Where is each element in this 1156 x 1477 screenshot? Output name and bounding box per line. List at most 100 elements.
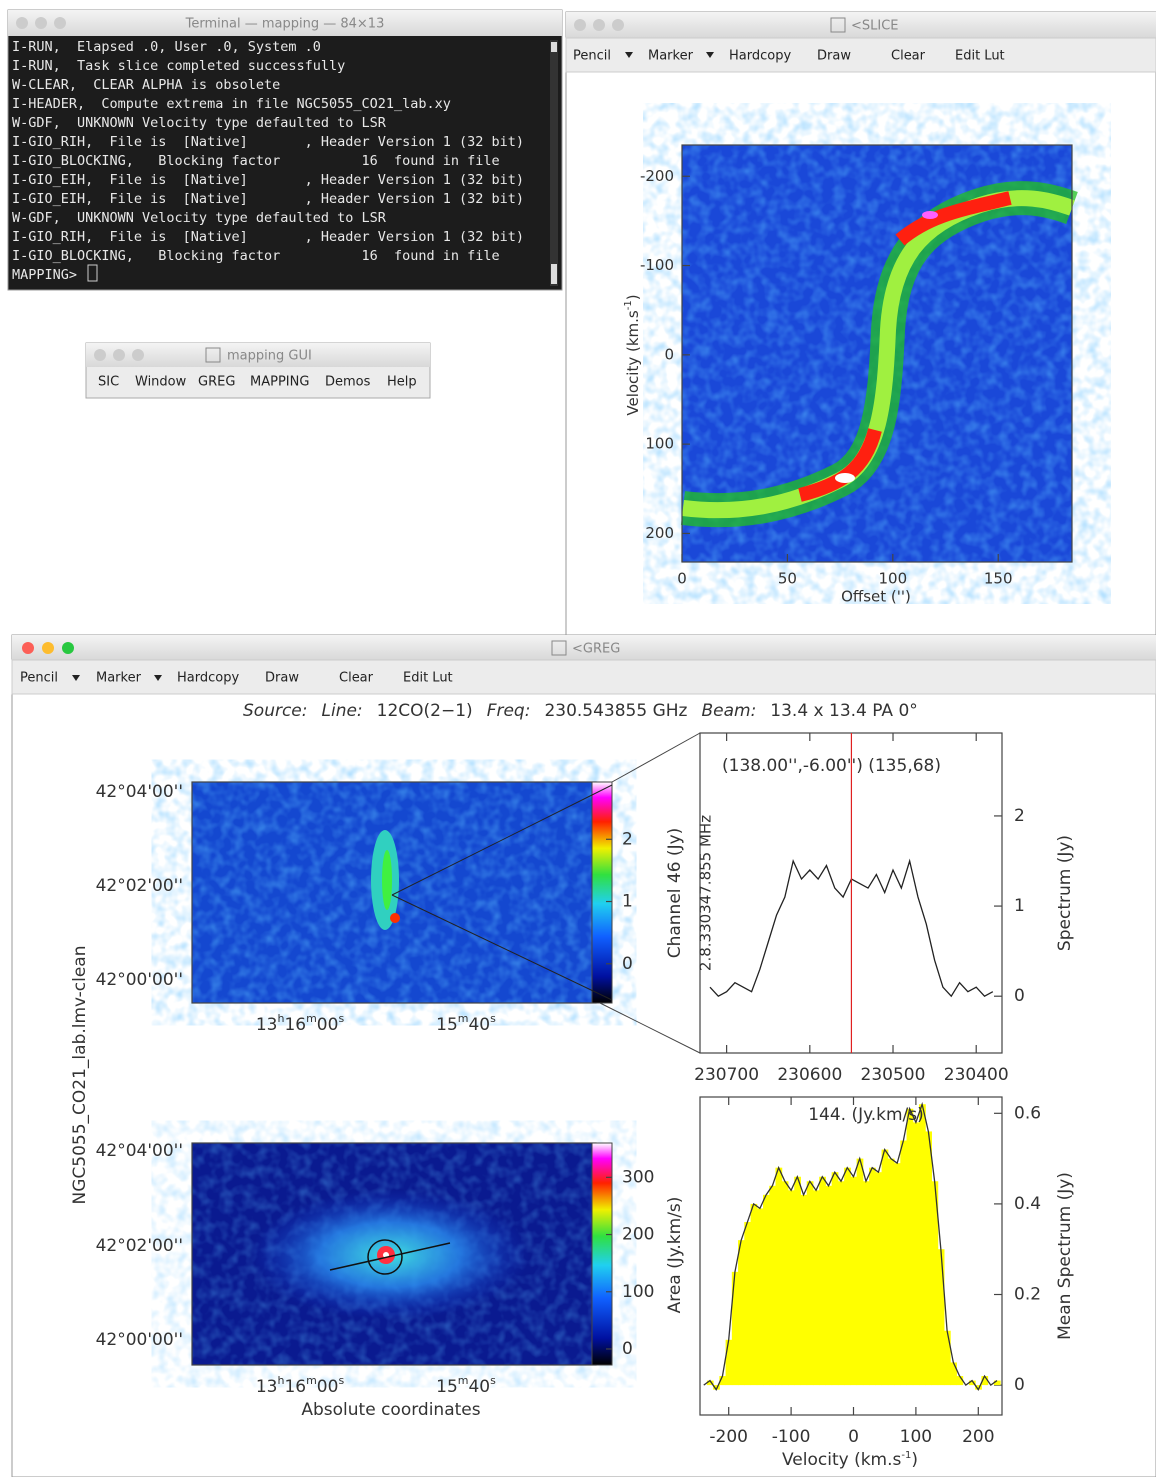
- spectrum-bar: [906, 1108, 914, 1386]
- frequency-label: 2.8.330347.855 MHz: [697, 815, 715, 971]
- label-superscript: s: [338, 1374, 344, 1387]
- minimize-button[interactable]: [35, 17, 47, 29]
- colorbar: [591, 1142, 613, 1366]
- scroll-thumb[interactable]: [551, 42, 557, 52]
- menu-item[interactable]: Draw: [265, 671, 299, 686]
- spectrum-bar: [812, 1190, 820, 1386]
- x-tick-label: 230700: [694, 1065, 759, 1085]
- emission-max: [835, 473, 855, 483]
- slice-window: [565, 11, 1156, 636]
- x-icon: [551, 640, 567, 656]
- x-tick-label: 15m40s: [436, 1374, 496, 1398]
- menu-item[interactable]: Clear: [891, 49, 926, 64]
- y-axis-label: Channel 46 (Jy): [665, 828, 685, 959]
- x-tick-label: 13h16m00s: [256, 1374, 345, 1398]
- menu-item[interactable]: Edit Lut: [403, 671, 453, 686]
- terminal-line: I-GIO_EIH, File is [Native] , Header Ver…: [12, 172, 524, 188]
- spectrum-bar: [738, 1240, 745, 1386]
- spectrum-bar: [850, 1176, 858, 1386]
- spectrum-bar: [775, 1167, 783, 1386]
- header-part: Freq:: [487, 701, 531, 721]
- scrollbar[interactable]: [550, 40, 558, 286]
- integrated-flux: 144. (Jy.km/s): [808, 1105, 924, 1125]
- x-icon: [205, 347, 221, 363]
- spectrum-bar: [806, 1181, 814, 1386]
- colorbar-tick-label: 0: [622, 1339, 633, 1359]
- menu-item[interactable]: Help: [387, 375, 417, 390]
- menu-item[interactable]: GREG: [198, 375, 235, 390]
- spectrum-bar: [931, 1181, 939, 1386]
- y2-tick-label: 0.6: [1014, 1103, 1041, 1123]
- terminal-line: W-GDF, UNKNOWN Velocity type defaulted t…: [12, 210, 387, 226]
- spectrum-bar: [837, 1181, 845, 1386]
- cursor: [87, 264, 98, 282]
- label-text: Velocity (km.s: [782, 1450, 902, 1470]
- menu-item[interactable]: Demos: [325, 375, 371, 390]
- spectrum-bar: [769, 1185, 776, 1386]
- spectrum-bar: [912, 1122, 920, 1386]
- title-bar: [12, 635, 1156, 660]
- terminal-line: I-GIO_BLOCKING, Blocking factor 16 found…: [12, 248, 500, 264]
- scroll-thumb[interactable]: [551, 264, 557, 284]
- dropdown-arrow[interactable]: [72, 675, 80, 681]
- emission-max: [922, 211, 938, 219]
- spectrum-bar: [968, 1380, 976, 1386]
- menu-item[interactable]: Hardcopy: [177, 671, 239, 686]
- menu-item[interactable]: Marker: [648, 49, 694, 64]
- dropdown-arrow[interactable]: [625, 52, 633, 58]
- dropdown-arrow[interactable]: [154, 675, 162, 681]
- dropdown-arrow[interactable]: [706, 52, 714, 58]
- minimize-button[interactable]: [113, 349, 125, 361]
- menu-item[interactable]: Marker: [96, 671, 142, 686]
- menu-bar: [565, 37, 1156, 73]
- menu-item[interactable]: Draw: [817, 49, 851, 64]
- zoom-button[interactable]: [132, 349, 144, 361]
- zoom-button[interactable]: [612, 19, 624, 31]
- title-bar: [8, 10, 562, 36]
- spectrum-bar: [756, 1208, 764, 1386]
- y-axis-label: Velocity (km.s-1): [623, 294, 642, 415]
- label-superscript: -1: [623, 300, 634, 310]
- slice-line: [329, 1242, 451, 1271]
- header-part: 13.4 x 13.4 PA 0°: [770, 701, 918, 721]
- label-superscript: h: [277, 1012, 284, 1025]
- mean-spectrum-frame: [699, 1096, 1003, 1416]
- close-button[interactable]: [22, 642, 34, 654]
- terminal-line: W-CLEAR, CLEAR ALPHA is obsolete: [12, 77, 280, 93]
- zoom-button[interactable]: [54, 17, 66, 29]
- minimize-button[interactable]: [593, 19, 605, 31]
- zoom-button[interactable]: [62, 642, 74, 654]
- spectrum-bar: [719, 1376, 727, 1386]
- label-text: 40: [468, 1377, 490, 1397]
- label-text: 16: [284, 1377, 306, 1397]
- label-superscript: m: [458, 1012, 469, 1025]
- y2-tick-label: 0.2: [1014, 1285, 1041, 1305]
- minimize-button[interactable]: [42, 642, 54, 654]
- y-tick-label: 42°04'00'': [96, 1141, 183, 1161]
- close-button[interactable]: [574, 19, 586, 31]
- menu-item[interactable]: SIC: [98, 375, 119, 390]
- label-text: 16: [284, 1015, 306, 1035]
- x-tick-label: 230500: [861, 1065, 926, 1085]
- label-text: 40: [468, 1015, 490, 1035]
- zoom-line: [611, 732, 701, 783]
- y2-axis-label: Mean Spectrum (Jy): [1055, 1172, 1075, 1340]
- label-text: Velocity (km.s: [624, 310, 642, 416]
- menu-item[interactable]: Window: [135, 375, 187, 390]
- menu-item[interactable]: Edit Lut: [955, 49, 1005, 64]
- spectrum-bar: [881, 1149, 889, 1386]
- menu-item[interactable]: Clear: [339, 671, 374, 686]
- menu-item[interactable]: Pencil: [573, 49, 611, 64]
- menu-item[interactable]: MAPPING: [250, 375, 309, 390]
- x-axis-label: Velocity (km.s-1): [782, 1450, 918, 1471]
- close-button[interactable]: [16, 17, 28, 29]
- x-tick-label: 230400: [944, 1065, 1009, 1085]
- menu-item[interactable]: Hardcopy: [729, 49, 791, 64]
- emission-peak: [895, 191, 1012, 246]
- menu-item[interactable]: Pencil: [20, 671, 58, 686]
- label-text: 13: [256, 1377, 278, 1397]
- terminal-line: I-HEADER, Compute extrema in file NGC505…: [12, 96, 451, 112]
- close-button[interactable]: [94, 349, 106, 361]
- beam-circle: [367, 1239, 403, 1275]
